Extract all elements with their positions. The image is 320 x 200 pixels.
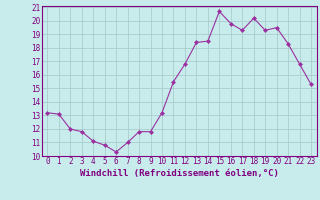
- X-axis label: Windchill (Refroidissement éolien,°C): Windchill (Refroidissement éolien,°C): [80, 169, 279, 178]
